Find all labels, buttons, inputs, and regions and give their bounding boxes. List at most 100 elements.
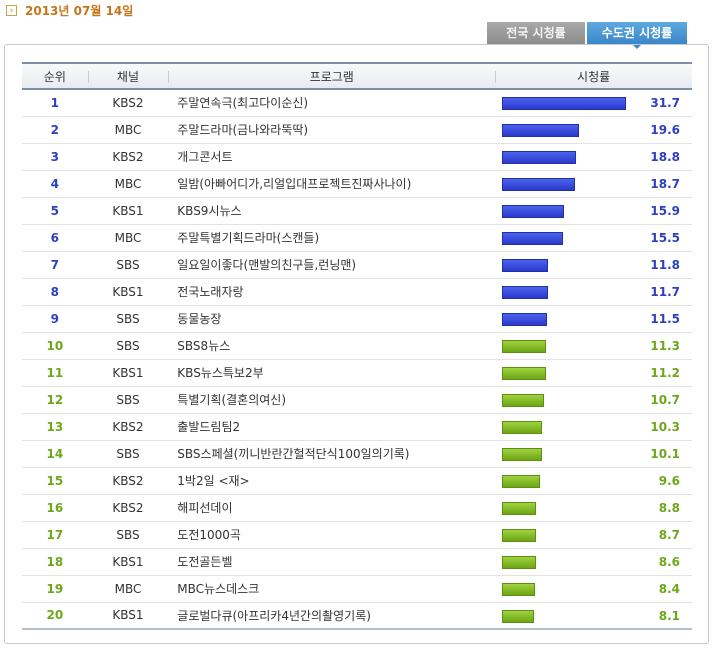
table-row: 8 KBS1 전국노래자랑 11.7 [22, 278, 692, 305]
rank-cell: 6 [50, 230, 59, 245]
rating-cell: 8.4 [495, 575, 692, 602]
program-cell: 특별기획(결혼의여신) [177, 393, 287, 407]
rating-cell: 31.7 [495, 89, 692, 116]
table-row: 12 SBS 특별기획(결혼의여신) 10.7 [22, 386, 692, 413]
rating-value: 31.7 [650, 96, 680, 110]
ratings-table: 순위 채널 프로그램 시청률 1 KBS2 주말연속극(최고다이순신) 31.7 2 MB… [22, 62, 692, 630]
rating-cell: 8.1 [495, 602, 692, 629]
rank-cell: 3 [50, 149, 59, 164]
program-cell: 전국노래자랑 [177, 285, 244, 299]
program-cell: 주말연속극(최고다이순신) [177, 96, 309, 111]
program-cell: 주말특별기획드라마(스캔들) [177, 231, 320, 245]
rating-value: 18.7 [650, 176, 680, 191]
channel-cell: KBS1 [112, 284, 144, 299]
column-program: 프로그램 [168, 62, 496, 90]
rating-value: 10.7 [650, 392, 680, 407]
rating-bar [502, 474, 541, 488]
rating-cell: 15.5 [495, 224, 692, 251]
program-cell: 도전1000곡 [177, 528, 241, 542]
rating-bar [502, 285, 549, 299]
table-row: 4 MBC 일밤(아빠어디가,리얼입대프로젝트진짜사나이) 18.7 [22, 170, 692, 197]
channel-cell: MBC [114, 122, 142, 137]
rating-bar [502, 177, 576, 191]
channel-cell: KBS1 [112, 365, 144, 380]
rating-bar [502, 447, 543, 461]
rank-cell: 19 [46, 581, 64, 596]
rating-bar [502, 501, 537, 515]
rating-cell: 9.6 [495, 467, 692, 494]
channel-cell: SBS [116, 311, 140, 326]
channel-cell: KBS2 [112, 419, 144, 434]
rating-cell: 11.7 [495, 278, 692, 305]
rating-value: 15.5 [650, 230, 680, 245]
rating-bar [502, 528, 537, 542]
rank-cell: 5 [50, 203, 59, 218]
channel-cell: KBS1 [112, 554, 144, 569]
table-row: 16 KBS2 해피선데이 8.8 [22, 494, 692, 521]
rating-value: 19.6 [650, 122, 680, 137]
rating-cell: 10.3 [495, 413, 692, 440]
ratings-panel [4, 44, 709, 644]
rating-cell: 10.1 [495, 440, 692, 467]
table-row: 3 KBS2 개그콘서트 18.8 [22, 143, 692, 170]
rating-value: 11.2 [650, 365, 680, 380]
rank-cell: 17 [46, 527, 64, 542]
rank-cell: 10 [46, 338, 64, 353]
table-row: 17 SBS 도전1000곡 8.7 [22, 521, 692, 548]
rating-bar [502, 339, 547, 353]
rating-bar [502, 231, 564, 245]
channel-cell: KBS2 [112, 149, 144, 164]
table-row: 1 KBS2 주말연속극(최고다이순신) 31.7 [22, 89, 692, 116]
rating-bar [502, 123, 580, 137]
program-cell: 도전골든벨 [177, 555, 233, 569]
rating-value: 18.8 [650, 149, 680, 164]
rating-cell: 11.8 [495, 251, 692, 278]
table-row: 18 KBS1 도전골든벨 8.6 [22, 548, 692, 575]
rank-cell: 20 [46, 608, 64, 623]
rank-cell: 14 [46, 446, 64, 461]
program-cell: 주말드라마(금나와라뚝딱) [177, 123, 309, 137]
channel-cell: KBS2 [112, 473, 144, 488]
program-cell: 해피선데이 [177, 501, 233, 515]
rating-bar [502, 366, 547, 380]
rank-cell: 8 [50, 284, 59, 299]
rank-cell: 12 [46, 392, 64, 407]
rating-value: 8.1 [658, 608, 680, 623]
rating-cell: 18.8 [495, 143, 692, 170]
program-cell: 1박2일 <재> [177, 474, 250, 488]
rating-bar [502, 555, 537, 569]
rank-cell: 15 [46, 473, 64, 488]
column-channel: 채널 [87, 62, 169, 90]
channel-cell: KBS1 [112, 608, 144, 623]
rating-bar [502, 393, 545, 407]
rank-cell: 18 [46, 554, 64, 569]
rank-cell: 11 [46, 365, 64, 380]
tab-national[interactable]: 전국 시청률 [487, 22, 585, 44]
table-row: 20 KBS1 글로벌다큐(아프리카4년간의촬영기록) 8.1 [22, 602, 692, 629]
column-rank: 순위 [22, 62, 88, 90]
rating-cell: 8.8 [495, 494, 692, 521]
region-tabs: 전국 시청률 수도권 시청률 [487, 22, 689, 49]
date-label: 2013년 07월 14일 [25, 3, 134, 18]
channel-cell: SBS [116, 527, 140, 542]
table-row: 2 MBC 주말드라마(금나와라뚝딱) 19.6 [22, 116, 692, 143]
channel-cell: SBS [116, 446, 140, 461]
date-header: › 2013년 07월 14일 [6, 2, 133, 18]
rank-cell: 1 [50, 95, 59, 110]
table-row: 6 MBC 주말특별기획드라마(스캔들) 15.5 [22, 224, 692, 251]
chevron-right-icon: › [6, 4, 17, 16]
rank-cell: 9 [50, 311, 59, 326]
rating-bar [502, 97, 627, 110]
channel-cell: MBC [114, 230, 142, 245]
rating-cell: 11.5 [495, 305, 692, 332]
rating-bar [502, 204, 565, 218]
rating-bar [502, 312, 548, 326]
tab-capital-area[interactable]: 수도권 시청률 [587, 22, 687, 49]
rating-cell: 18.7 [495, 170, 692, 197]
program-cell: 개그콘서트 [177, 150, 233, 164]
rating-value: 9.6 [658, 473, 680, 488]
table-row: 11 KBS1 KBS뉴스특보2부 11.2 [22, 359, 692, 386]
table-row: 15 KBS2 1박2일 <재> 9.6 [22, 467, 692, 494]
rating-value: 8.8 [658, 500, 680, 515]
rank-cell: 16 [46, 500, 64, 515]
